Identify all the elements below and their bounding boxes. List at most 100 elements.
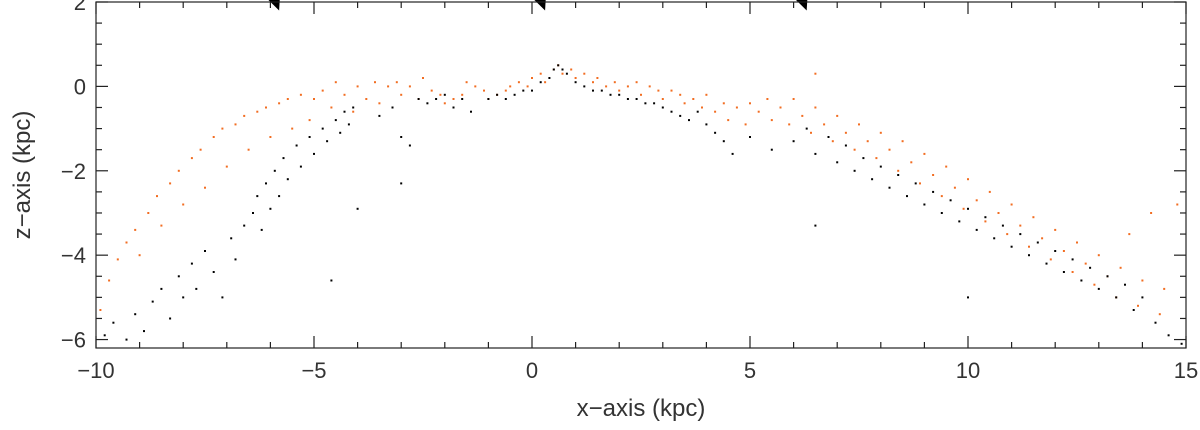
data-point — [962, 207, 965, 210]
data-point — [177, 169, 180, 172]
data-point — [182, 203, 185, 206]
data-point — [823, 123, 826, 126]
data-point — [967, 178, 969, 181]
data-point — [897, 169, 900, 172]
data-point — [561, 72, 564, 75]
data-point — [1028, 254, 1030, 257]
data-point — [770, 119, 773, 122]
data-point — [1006, 233, 1009, 236]
data-point — [735, 106, 738, 109]
data-point — [770, 148, 773, 151]
data-point — [866, 140, 869, 143]
data-point — [779, 106, 782, 109]
data-point — [714, 110, 717, 113]
data-point — [116, 258, 119, 261]
data-point — [583, 85, 586, 88]
data-point — [1089, 266, 1092, 269]
data-point — [600, 89, 603, 92]
data-point — [522, 89, 525, 92]
data-point — [618, 93, 621, 96]
data-point — [1167, 334, 1170, 337]
data-point — [679, 114, 682, 117]
data-point — [1062, 271, 1065, 273]
data-point — [744, 123, 747, 126]
data-point — [844, 131, 847, 134]
data-point — [749, 102, 751, 105]
data-point — [692, 98, 695, 100]
data-point — [1141, 296, 1144, 299]
data-point — [426, 102, 429, 105]
data-point — [103, 334, 106, 337]
data-point — [1041, 237, 1044, 240]
data-point — [125, 241, 128, 244]
data-point — [635, 98, 638, 100]
data-point — [330, 106, 333, 109]
data-point — [1097, 254, 1100, 257]
data-point — [400, 136, 403, 138]
data-point — [321, 89, 324, 92]
data-point — [221, 296, 224, 299]
x-tick-label: 15 — [1174, 358, 1198, 383]
data-point — [940, 195, 943, 198]
y-tick-label: −6 — [61, 328, 86, 353]
data-point — [1076, 241, 1078, 244]
data-point — [221, 127, 224, 130]
data-point — [1062, 250, 1065, 252]
data-point — [321, 127, 324, 130]
data-point — [461, 98, 464, 100]
data-point — [387, 85, 390, 88]
data-point — [190, 262, 193, 265]
data-point — [609, 93, 612, 96]
data-point — [400, 182, 403, 185]
data-point — [243, 224, 246, 227]
data-point — [247, 148, 250, 151]
data-point — [557, 64, 560, 67]
data-point — [1163, 287, 1166, 290]
x-axis-title: x−axis (kpc) — [577, 395, 706, 422]
data-point — [949, 199, 952, 202]
data-point — [1001, 224, 1004, 227]
data-point — [727, 119, 730, 122]
data-point — [705, 123, 708, 126]
data-point — [269, 136, 272, 138]
data-point — [1054, 250, 1057, 252]
data-point — [308, 119, 311, 122]
y-axis-title: z−axis (kpc) — [9, 111, 36, 240]
data-point — [487, 98, 490, 100]
x-tick-label: 0 — [526, 358, 538, 383]
data-point — [1071, 258, 1074, 261]
data-point — [230, 237, 233, 240]
data-point — [544, 81, 547, 84]
data-point — [334, 119, 337, 122]
data-point — [452, 98, 455, 100]
data-point — [212, 136, 215, 138]
data-point — [940, 212, 943, 214]
data-point — [827, 136, 830, 138]
data-point — [670, 89, 673, 92]
data-point — [1071, 271, 1074, 273]
data-point — [443, 102, 446, 105]
data-point — [749, 136, 751, 138]
data-point — [138, 254, 141, 257]
data-point — [278, 102, 281, 105]
data-point — [182, 296, 185, 299]
data-point — [147, 212, 150, 214]
data-point — [831, 140, 834, 143]
data-point — [465, 81, 468, 84]
data-point — [526, 85, 529, 88]
data-point — [234, 258, 237, 261]
data-point — [470, 110, 472, 113]
data-point — [958, 220, 961, 223]
data-point — [1176, 203, 1179, 206]
data-point — [439, 93, 442, 96]
data-point — [1036, 241, 1039, 244]
data-point — [326, 140, 329, 143]
data-point — [626, 85, 629, 88]
data-point — [888, 186, 891, 189]
data-point — [844, 144, 847, 147]
data-point — [1132, 309, 1135, 311]
data-point — [945, 165, 948, 168]
data-point — [199, 148, 202, 151]
data-point — [1097, 287, 1100, 290]
